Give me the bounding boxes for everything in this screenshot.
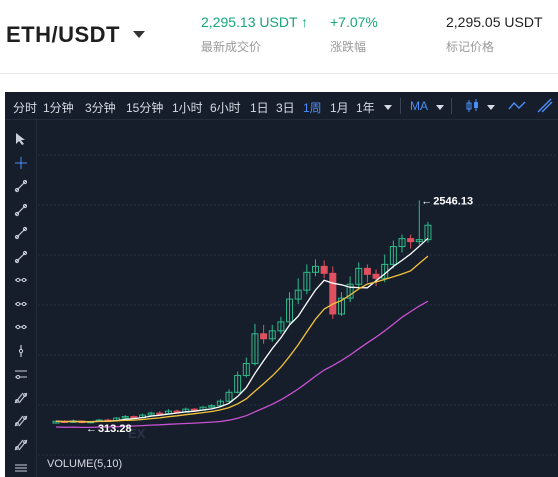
last-price-block: 2,295.13 USDT ↑ 最新成交价 — [201, 14, 308, 55]
drawing-toolbar — [5, 120, 37, 477]
candle-body — [415, 239, 423, 243]
horizontal-line-icon[interactable] — [14, 273, 28, 287]
chart-type-dropdown-caret[interactable] — [487, 105, 495, 110]
candle-body — [268, 330, 276, 340]
change-label: 涨跌幅 — [330, 40, 367, 54]
info-line-icon[interactable] — [14, 250, 28, 264]
min-price-label: 313.28 — [98, 423, 132, 435]
market-header: ETH/USDT 2,295.13 USDT ↑ 最新成交价 +7.07% 涨跌… — [0, 0, 558, 74]
toolbar-divider — [400, 98, 401, 114]
candle-body — [363, 267, 371, 275]
interval-tab[interactable]: 3日 — [276, 101, 295, 115]
chart-toolbar: 分时 1分钟 3分钟 15分钟 1小时 6小时 1日 3日 1周 1月 1年 M… — [5, 92, 558, 120]
candle-body — [251, 333, 259, 365]
cursor-icon[interactable] — [14, 132, 28, 146]
line-chart-icon[interactable] — [508, 100, 526, 112]
fib-icon[interactable] — [14, 414, 28, 428]
candle-body — [355, 267, 363, 285]
candle-body — [277, 321, 285, 332]
candle-body — [147, 412, 155, 416]
candle-body — [337, 297, 345, 315]
candlestick-chart[interactable]: EX← 2546.13← 313.28 — [38, 120, 558, 477]
horizontal-ray-icon[interactable] — [14, 297, 28, 311]
last-price-value: 2,295.13 USDT — [201, 14, 298, 30]
candle-body — [424, 224, 432, 241]
vertical-line-icon[interactable] — [14, 344, 28, 358]
candle-body — [389, 246, 397, 265]
mark-price-label: 标记价格 — [446, 40, 495, 54]
parallel-channel-icon[interactable] — [14, 320, 28, 334]
toolbar-divider — [451, 98, 452, 114]
candle-body — [225, 391, 233, 402]
ma-line-mid — [55, 255, 429, 423]
candle-body — [121, 416, 129, 419]
ma-line-short — [55, 237, 429, 423]
interval-tab[interactable]: 1分钟 — [43, 101, 74, 115]
chevron-down-icon[interactable] — [133, 31, 145, 38]
interval-tab[interactable]: 15分钟 — [126, 101, 164, 115]
candle-body — [286, 298, 294, 323]
interval-tab[interactable]: 1小时 — [172, 101, 203, 115]
volume-indicator-label: VOLUME(5,10) — [47, 458, 123, 470]
max-price-label: 2546.13 — [433, 195, 473, 207]
last-price-row: 2,295.13 USDT ↑ — [201, 14, 308, 30]
candle-body — [346, 283, 354, 299]
mark-price-value: 2,295.05 USDT — [446, 14, 543, 30]
candle-body — [312, 265, 319, 273]
chart-panel: 分时 1分钟 3分钟 15分钟 1小时 6小时 1日 3日 1周 1月 1年 M… — [5, 92, 558, 477]
interval-tab[interactable]: 1年 — [356, 101, 375, 115]
candle-body — [234, 374, 242, 393]
candle-body — [216, 400, 224, 407]
change-block: +7.07% 涨跌幅 — [330, 14, 378, 55]
indicator-dropdown-caret[interactable] — [436, 105, 444, 110]
watermark-text: EX — [128, 426, 146, 441]
crosshair-icon[interactable] — [14, 156, 28, 170]
change-value: +7.07% — [330, 14, 378, 30]
candle-body — [398, 238, 406, 248]
interval-dropdown-caret[interactable] — [384, 105, 392, 110]
draw-tool-icon[interactable] — [536, 98, 554, 114]
mark-price-block: 2,295.05 USDT 标记价格 — [446, 14, 543, 55]
candle-body — [190, 408, 198, 411]
max-price-arrow: ← — [421, 195, 432, 207]
gann-icon[interactable] — [14, 438, 28, 452]
candle-body — [320, 265, 328, 274]
pitchfork-icon[interactable] — [14, 391, 28, 405]
interval-tab[interactable]: 1日 — [250, 101, 269, 115]
candlestick-type-icon[interactable] — [465, 99, 481, 113]
interval-tab[interactable]: 1月 — [330, 101, 349, 115]
candle-body — [407, 238, 415, 243]
candle-body — [208, 405, 216, 408]
trend-line-icon[interactable] — [14, 179, 28, 193]
candle-body — [329, 272, 337, 315]
last-price-label: 最新成交价 — [201, 40, 262, 54]
ray-icon[interactable] — [14, 203, 28, 217]
more-tools-icon[interactable] — [14, 461, 28, 475]
candle-body — [156, 412, 164, 415]
interval-tab-active[interactable]: 1周 — [303, 101, 322, 115]
price-channel-icon[interactable] — [14, 367, 28, 381]
candle-body — [303, 271, 311, 291]
candle-body — [260, 333, 268, 340]
interval-tab[interactable]: 3分钟 — [85, 101, 116, 115]
extended-line-icon[interactable] — [14, 226, 28, 240]
arrow-up-icon: ↑ — [301, 14, 309, 30]
candle-body — [242, 363, 250, 376]
interval-tab[interactable]: 6小时 — [210, 101, 241, 115]
ma-line-long — [55, 300, 429, 429]
interval-tab[interactable]: 分时 — [13, 101, 38, 115]
pair-selector[interactable]: ETH/USDT — [6, 22, 120, 47]
candle-body — [130, 416, 138, 419]
min-price-arrow: ← — [86, 423, 97, 435]
indicator-selector[interactable]: MA — [410, 99, 428, 113]
candle-body — [294, 289, 302, 300]
candle-body — [372, 273, 380, 279]
candle-body — [52, 420, 60, 424]
